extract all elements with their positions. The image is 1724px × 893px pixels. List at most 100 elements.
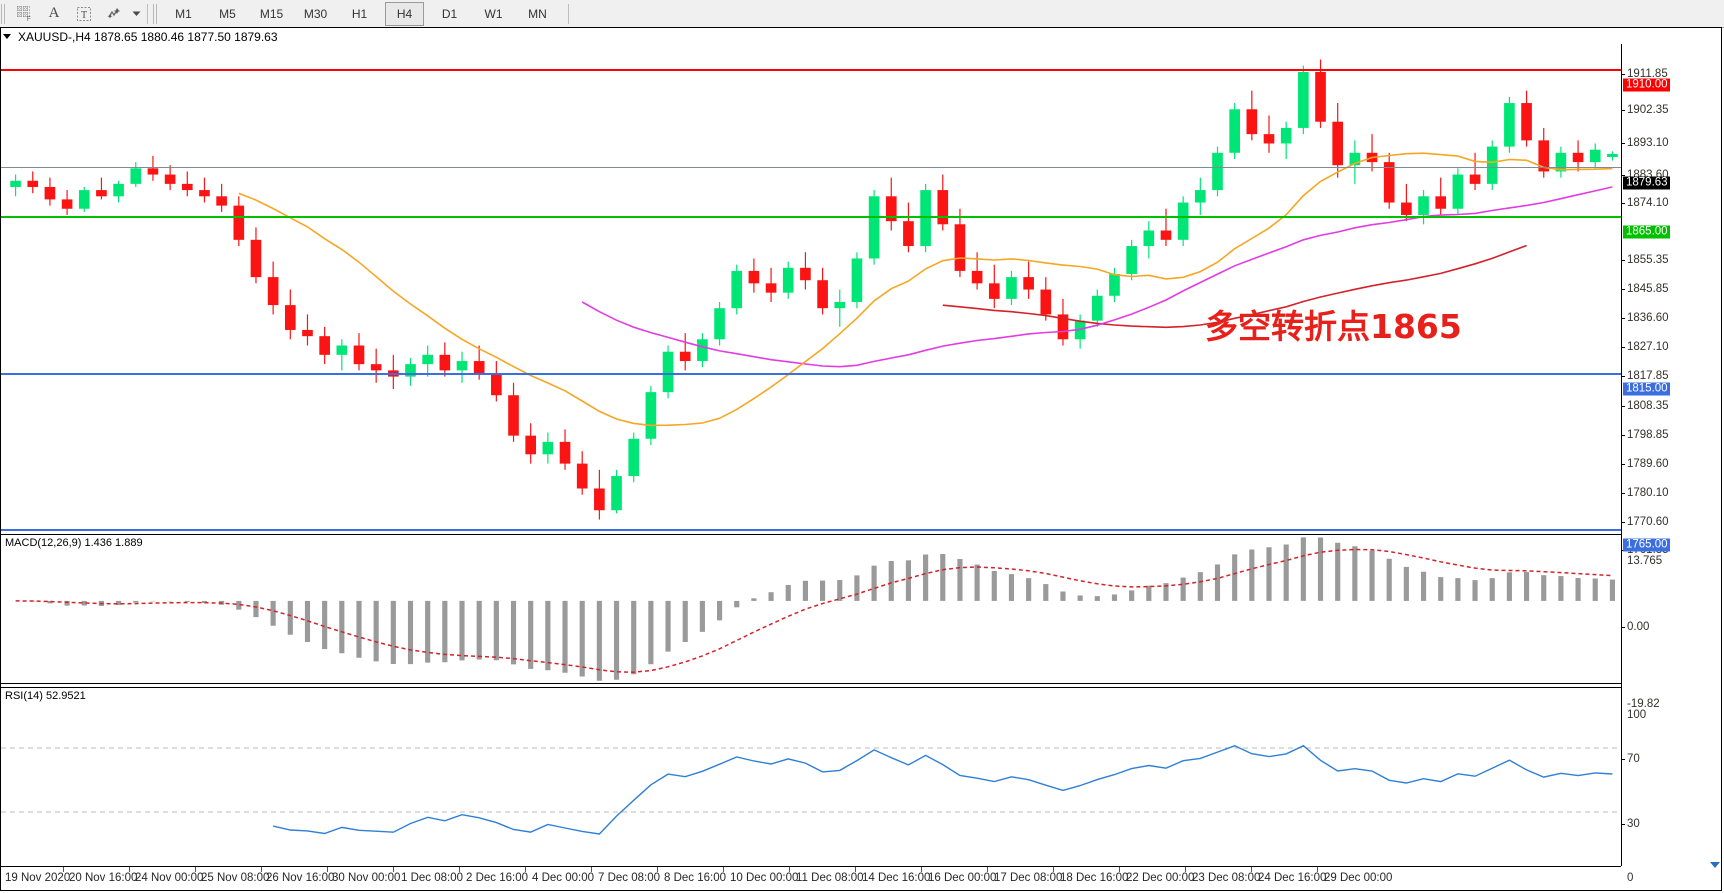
- time-tick-label: 23 Dec 08:00: [1192, 872, 1261, 884]
- quote-text: XAUUSD-,H4 1878.65 1880.46 1877.50 1879.…: [18, 29, 278, 44]
- toolbar-divider-2: [568, 3, 569, 24]
- price-tick: 70: [1622, 753, 1640, 765]
- time-separator: [591, 867, 592, 872]
- time-separator: [459, 867, 460, 872]
- svg-text:F: F: [27, 17, 31, 22]
- toolbar-drag-handle[interactable]: [1, 3, 7, 24]
- price-tick: 1845.85: [1622, 283, 1669, 295]
- time-tick-label: 20 Nov 16:00: [69, 872, 138, 884]
- time-tick-label: 11 Dec 08:00: [796, 872, 864, 884]
- scroll-indicator-icon[interactable]: [1710, 862, 1720, 868]
- price-candles: [10, 59, 1618, 520]
- price-tick: 1780.10: [1622, 487, 1669, 499]
- price-tick: 1798.85: [1622, 429, 1669, 441]
- price-tick: 0.00: [1622, 621, 1649, 633]
- time-tick-label: 30 Nov 00:00: [332, 872, 401, 884]
- timeframe-m1[interactable]: M1: [175, 6, 192, 21]
- price-tag: 1765.00: [1623, 538, 1670, 552]
- timeframe-h1[interactable]: H1: [351, 6, 368, 21]
- main-toolbar: F A T M1 M5 M15 M30 H1 H4 D1 W1 MN: [0, 0, 1724, 28]
- timeframe-m5[interactable]: M5: [219, 6, 236, 21]
- time-separator: [195, 867, 196, 872]
- timeframe-m30[interactable]: M30: [303, 6, 328, 21]
- toolbar-divider: [147, 3, 148, 24]
- price-tick: 1902.35: [1622, 104, 1669, 116]
- symbol-quote-header: XAUUSD-,H4 1878.65 1880.46 1877.50 1879.…: [3, 29, 278, 44]
- price-tick: 1836.60: [1622, 312, 1669, 324]
- text-label-icon[interactable]: A: [48, 5, 60, 21]
- macd-pane[interactable]: MACD(12,26,9) 1.436 1.889: [1, 534, 1621, 684]
- timeframe-drag-handle[interactable]: [153, 3, 159, 24]
- level-line-1910-00[interactable]: [1, 69, 1621, 71]
- time-separator: [327, 867, 328, 872]
- time-tick-label: 18 Dec 16:00: [1060, 872, 1129, 884]
- time-tick-label: 10 Dec 00:00: [730, 872, 799, 884]
- price-tick: 100: [1627, 709, 1647, 721]
- time-separator: [261, 867, 262, 872]
- price-tick: 1911.85: [1622, 68, 1668, 80]
- price-tick: 1789.60: [1622, 458, 1669, 470]
- time-separator: [1119, 867, 1120, 872]
- time-separator: [657, 867, 658, 872]
- chart-menu-triangle-icon[interactable]: [3, 34, 11, 39]
- level-line-1815-00[interactable]: [1, 373, 1621, 375]
- time-tick-label: 17 Dec 08:00: [994, 872, 1063, 884]
- macd-plot: [15, 537, 1615, 681]
- text-box-icon[interactable]: T: [69, 1, 99, 26]
- time-tick-label: 1 Dec 08:00: [401, 872, 464, 884]
- price-pane[interactable]: 多空转折点1865: [1, 44, 1621, 532]
- time-tick-label: 2 Dec 16:00: [466, 872, 529, 884]
- time-tick-label: 22 Dec 00:00: [1126, 872, 1195, 884]
- time-separator: [855, 867, 856, 872]
- price-tick: 1874.10: [1622, 197, 1669, 209]
- timeframe-mn[interactable]: MN: [528, 6, 547, 21]
- price-tick: 1827.10: [1622, 341, 1669, 353]
- time-tick-label: 4 Dec 00:00: [532, 872, 595, 884]
- time-tick-label: 25 Nov 08:00: [201, 872, 270, 884]
- time-separator: [789, 867, 790, 872]
- timeframe-d1[interactable]: D1: [441, 6, 458, 21]
- time-separator: [63, 867, 64, 872]
- timeframe-w1[interactable]: W1: [484, 6, 503, 21]
- time-tick-label: 29 Dec 00:00: [1324, 872, 1393, 884]
- price-tag: 1910.00: [1623, 78, 1670, 92]
- price-scale-axis[interactable]: 1911.85 1902.35 1893.10 1883.60 1874.10 1855.…: [1621, 44, 1722, 884]
- svg-text:T: T: [81, 10, 87, 21]
- price-tick: 30: [1622, 818, 1640, 830]
- time-separator: [393, 867, 394, 872]
- time-separator: [1317, 867, 1318, 872]
- timeframe-h4[interactable]: H4: [385, 1, 424, 26]
- time-tick-label: 26 Nov 16:00: [266, 872, 335, 884]
- price-tag: 1815.00: [1623, 382, 1670, 396]
- price-tag: 1879.63: [1623, 176, 1670, 190]
- time-separator: [921, 867, 922, 872]
- time-separator: [1185, 867, 1186, 872]
- level-line-1879-63[interactable]: [1, 167, 1621, 168]
- time-tick-label: 16 Dec 00:00: [928, 872, 997, 884]
- crosshair-grid-icon[interactable]: F: [9, 1, 39, 26]
- time-separator: [129, 867, 130, 872]
- chart-window: XAUUSD-,H4 1878.65 1880.46 1877.50 1879.…: [0, 27, 1722, 891]
- time-tick-label: 7 Dec 08:00: [598, 872, 661, 884]
- time-separator: [987, 867, 988, 872]
- timeframe-m15[interactable]: M15: [259, 6, 284, 21]
- time-tick-label: 19 Nov 2020: [5, 872, 71, 884]
- price-tag: 1865.00: [1623, 225, 1670, 239]
- rsi-pane[interactable]: RSI(14) 52.9521: [1, 687, 1621, 866]
- price-tick: 1893.10: [1622, 137, 1669, 149]
- price-tick: 1855.35: [1622, 254, 1669, 266]
- level-line-1865-00[interactable]: [1, 216, 1621, 218]
- level-line-1765-00[interactable]: [1, 529, 1621, 531]
- rsi-plot: [1, 744, 1621, 835]
- price-tick: 1808.35: [1622, 400, 1669, 412]
- time-tick-label: 14 Dec 16:00: [862, 872, 931, 884]
- time-separator: [525, 867, 526, 872]
- indicators-icon[interactable]: [99, 1, 129, 26]
- time-scale-axis[interactable]: 19 Nov 2020 20 Nov 16:00 24 Nov 00:00 25 No…: [1, 866, 1621, 890]
- price-tick: 0: [1627, 872, 1634, 884]
- macd-label: MACD(12,26,9) 1.436 1.889: [5, 537, 143, 549]
- time-tick-label: 24 Nov 00:00: [135, 872, 204, 884]
- time-tick-label: 8 Dec 16:00: [664, 872, 727, 884]
- chevron-down-icon[interactable]: [129, 1, 143, 26]
- time-tick-label: 24 Dec 16:00: [1258, 872, 1327, 884]
